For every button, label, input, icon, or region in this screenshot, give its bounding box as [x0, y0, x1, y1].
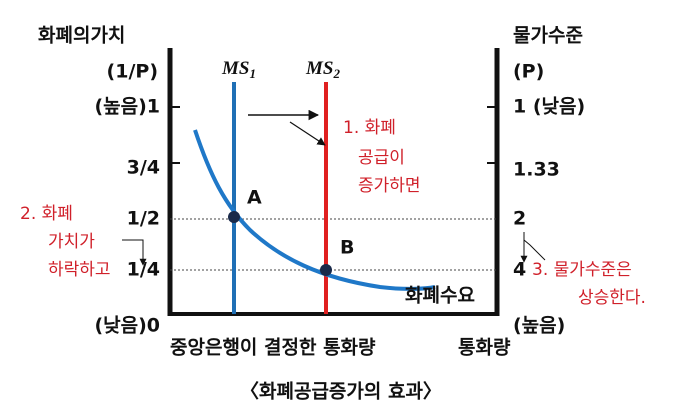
right-label: 1.33 — [513, 159, 560, 181]
annotation: 3. 물가수준은 — [532, 260, 632, 280]
x-end-label: 통화량 — [458, 337, 511, 359]
point — [228, 211, 240, 223]
annotation: 증가하면 — [358, 176, 421, 196]
ms2-name: MS — [305, 58, 333, 79]
arrow — [523, 239, 546, 261]
right-unit: (P) — [513, 61, 544, 83]
right-label: 1 (낮음) — [513, 96, 585, 118]
right-title: 물가수준 — [513, 25, 583, 47]
ms1-sub: 1 — [249, 66, 256, 81]
right-label: 2 — [513, 208, 526, 230]
ms1-label: MS1 — [221, 58, 256, 81]
ms2-label: MS2 — [305, 58, 340, 81]
arrow — [122, 239, 147, 266]
left-label: 1/4 — [127, 259, 160, 281]
caption: 〈화폐공급증가의 효과〉 — [240, 380, 442, 403]
annotation: 상승한다. — [578, 288, 646, 308]
left-label: 1/2 — [127, 208, 160, 230]
left-label: 3/4 — [127, 157, 160, 179]
arrow — [289, 121, 326, 146]
point-label: B — [340, 237, 354, 259]
left-label: (높음)1 — [94, 96, 160, 118]
point-label: A — [247, 187, 262, 209]
annotation: 가치가 — [48, 232, 95, 252]
ms2-sub: 2 — [332, 66, 340, 81]
left-unit: (1/P) — [107, 61, 158, 83]
right-label: 4 — [513, 259, 526, 281]
ms1-name: MS — [221, 58, 249, 79]
annotation: 1. 화폐 — [343, 118, 396, 138]
point — [320, 264, 332, 276]
annotation: 공급이 — [358, 148, 405, 168]
demand-label: 화폐수요 — [405, 285, 475, 307]
right-label: (높음) — [513, 315, 565, 337]
left-label: (낮음)0 — [94, 315, 160, 337]
annotation: 하락하고 — [48, 260, 111, 280]
ticks — [170, 106, 497, 164]
left-title: 화폐의가치 — [38, 25, 125, 47]
demand-curve — [193, 129, 436, 291]
x-label: 중앙은행이 결정한 통화량 — [170, 337, 376, 359]
annotation: 2. 화폐 — [20, 204, 73, 224]
